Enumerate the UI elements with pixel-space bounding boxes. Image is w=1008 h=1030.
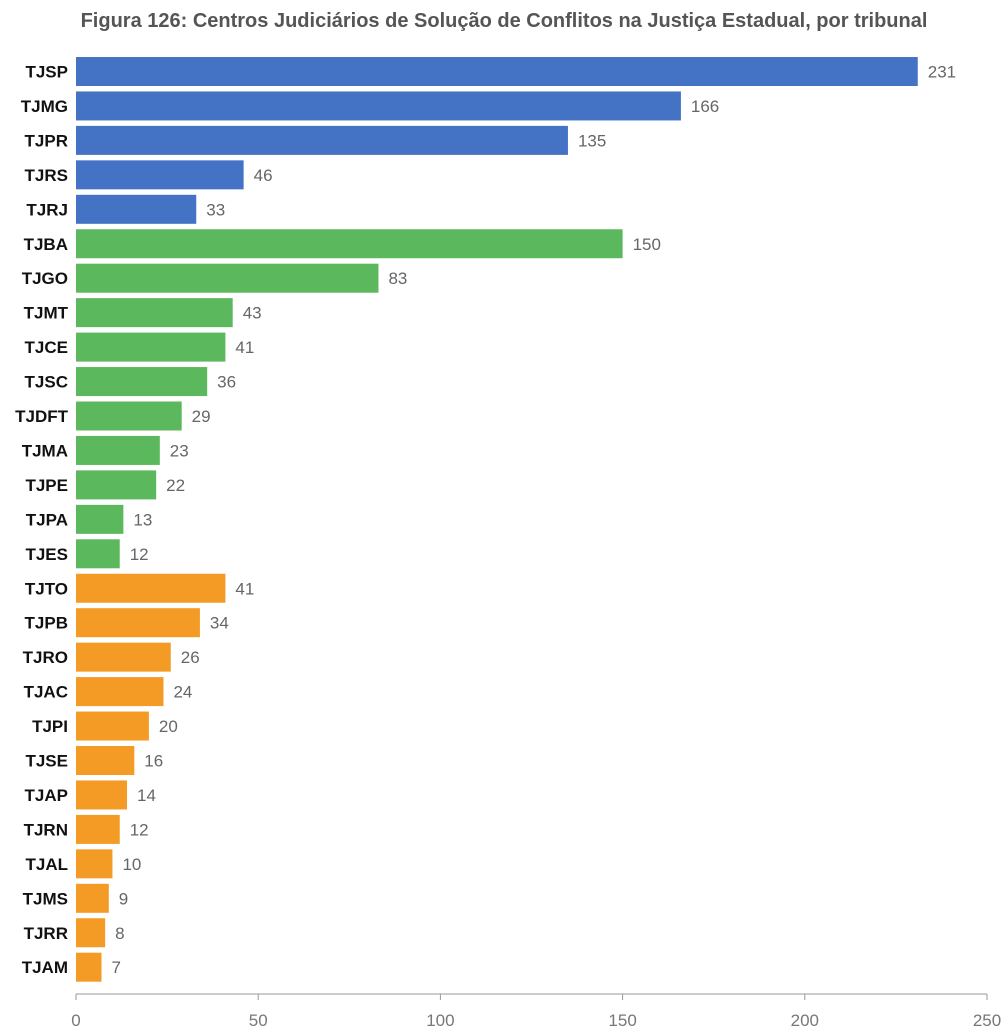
data-label: 9 — [119, 889, 128, 908]
x-tick-label: 150 — [608, 1011, 636, 1030]
bar — [76, 263, 379, 293]
category-label: TJSP — [25, 63, 68, 82]
category-label: TJAP — [25, 786, 68, 805]
x-tick-label: 250 — [973, 1011, 1001, 1030]
category-label: TJDFT — [15, 407, 69, 426]
bar — [76, 539, 120, 569]
data-label: 8 — [115, 924, 124, 943]
category-label: TJAC — [24, 683, 68, 702]
x-tick-label: 50 — [249, 1011, 268, 1030]
bar — [76, 918, 106, 948]
category-label: TJTO — [25, 579, 68, 598]
bar — [76, 401, 182, 431]
data-label: 7 — [112, 958, 121, 977]
bar — [76, 746, 135, 775]
category-label: TJRR — [24, 924, 68, 943]
bar — [76, 711, 149, 741]
category-label: TJSE — [25, 752, 68, 771]
category-label: TJSC — [25, 373, 68, 392]
bar — [76, 91, 681, 121]
data-label: 150 — [633, 235, 661, 254]
bar — [76, 814, 120, 844]
category-label: TJRS — [25, 166, 68, 185]
data-label: 29 — [192, 407, 211, 426]
data-label: 43 — [243, 304, 262, 323]
bar — [76, 952, 102, 982]
data-label: 24 — [173, 683, 192, 702]
category-label: TJPA — [26, 510, 68, 529]
data-label: 12 — [130, 820, 149, 839]
data-label: 46 — [254, 166, 273, 185]
category-label: TJMA — [22, 441, 68, 460]
category-label: TJMG — [21, 97, 68, 116]
bar — [76, 125, 568, 155]
category-label: TJAM — [22, 958, 68, 977]
category-label: TJPB — [25, 614, 68, 633]
category-label: TJPE — [25, 476, 68, 495]
bar — [76, 160, 244, 190]
category-label: TJRO — [23, 648, 68, 667]
bar — [76, 298, 233, 328]
data-label: 83 — [388, 269, 407, 288]
bar — [76, 573, 226, 603]
data-label: 41 — [235, 338, 254, 357]
data-label: 14 — [137, 786, 156, 805]
data-label: 231 — [928, 63, 956, 82]
category-label: TJCE — [25, 338, 68, 357]
category-label: TJPI — [32, 717, 68, 736]
category-label: TJGO — [22, 269, 68, 288]
category-label: TJES — [25, 545, 68, 564]
data-label: 33 — [206, 200, 225, 219]
category-label: TJMT — [24, 304, 69, 323]
category-label: TJRJ — [26, 200, 68, 219]
bar — [76, 367, 208, 397]
data-label: 13 — [133, 510, 152, 529]
data-label: 135 — [578, 131, 606, 150]
category-label: TJRN — [24, 820, 68, 839]
x-tick-label: 200 — [791, 1011, 819, 1030]
category-label: TJAL — [26, 855, 69, 874]
x-tick-label: 0 — [71, 1011, 80, 1030]
data-label: 26 — [181, 648, 200, 667]
data-label: 20 — [159, 717, 178, 736]
data-label: 36 — [217, 373, 236, 392]
x-tick-label: 100 — [426, 1011, 454, 1030]
data-label: 41 — [235, 579, 254, 598]
category-label: TJBA — [24, 235, 68, 254]
data-label: 34 — [210, 614, 229, 633]
bar — [76, 883, 109, 913]
bar — [76, 504, 124, 534]
data-label: 22 — [166, 476, 185, 495]
data-label: 10 — [122, 855, 141, 874]
bar — [76, 608, 200, 638]
data-label: 12 — [130, 545, 149, 564]
bar — [76, 229, 623, 259]
chart-title: Figura 126: Centros Judiciários de Soluç… — [80, 10, 928, 32]
category-label: TJMS — [23, 889, 68, 908]
bar — [76, 780, 128, 810]
bar — [76, 194, 197, 224]
data-label: 16 — [144, 752, 163, 771]
bar — [76, 332, 226, 362]
data-label: 23 — [170, 441, 189, 460]
bar — [76, 435, 160, 465]
bar — [76, 642, 171, 672]
data-label: 166 — [691, 97, 719, 116]
bar — [76, 470, 157, 500]
bar — [76, 677, 164, 707]
category-label: TJPR — [25, 131, 68, 150]
bar — [76, 57, 918, 86]
bar — [76, 849, 113, 879]
